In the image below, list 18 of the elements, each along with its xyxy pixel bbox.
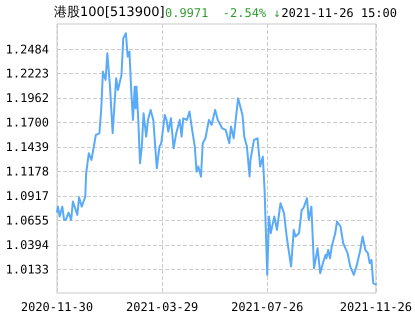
text: 2021-11-26 15:00 xyxy=(281,6,397,20)
y-tick-label: 1.1962 xyxy=(6,91,49,106)
y-tick-label: 1.1178 xyxy=(6,164,49,179)
x-tick-label: 2021-07-26 xyxy=(231,300,304,314)
y-tick-label: 1.0917 xyxy=(6,188,49,203)
line-series xyxy=(56,32,377,286)
y-tick-label: 1.0655 xyxy=(6,213,49,228)
chart-title: 港股100[513900] xyxy=(54,5,165,20)
x-tick-label: 2020-11-30 xyxy=(20,300,94,314)
chart-subtitle: 0.9971 -2.54% ↓ xyxy=(165,6,281,20)
y-tick-label: 1.2223 xyxy=(6,66,49,81)
x-tick-label: 2021-03-29 xyxy=(126,300,198,314)
y-tick-label: 1.0133 xyxy=(6,262,49,276)
y-tick-label: 1.1439 xyxy=(6,140,49,154)
y-tick-label: 1.0394 xyxy=(6,238,49,252)
y-tick-label: 1.1700 xyxy=(6,116,49,130)
y-tick-label: 1.2484 xyxy=(6,42,49,56)
x-tick-label: 2021-11-26 xyxy=(340,300,412,314)
